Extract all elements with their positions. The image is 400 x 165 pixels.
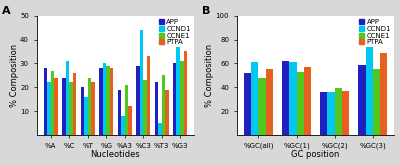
Bar — [128, 106, 132, 135]
Bar — [121, 116, 125, 135]
Bar — [258, 78, 266, 135]
Bar — [118, 90, 121, 135]
Y-axis label: % Composition: % Composition — [205, 44, 214, 107]
Bar — [154, 82, 158, 135]
Bar — [342, 91, 349, 135]
Bar — [328, 92, 335, 135]
Bar — [304, 67, 311, 135]
X-axis label: GC position: GC position — [292, 150, 340, 159]
Bar — [54, 78, 58, 135]
Bar — [162, 75, 165, 135]
Bar — [282, 61, 289, 135]
Bar — [358, 65, 366, 135]
Bar — [143, 80, 146, 135]
Bar — [110, 68, 113, 135]
Bar — [373, 69, 380, 135]
Bar — [81, 87, 84, 135]
Text: A: A — [2, 6, 10, 16]
Bar — [44, 68, 47, 135]
Bar — [88, 78, 91, 135]
Y-axis label: % Composition: % Composition — [10, 44, 18, 107]
Bar — [158, 123, 162, 135]
Bar — [73, 73, 76, 135]
Bar — [165, 90, 168, 135]
X-axis label: Nucleotides: Nucleotides — [90, 150, 140, 159]
Bar — [173, 63, 176, 135]
Bar — [296, 72, 304, 135]
Bar — [84, 97, 88, 135]
Bar — [251, 62, 258, 135]
Bar — [244, 73, 251, 135]
Bar — [266, 69, 273, 135]
Bar — [106, 66, 110, 135]
Bar — [140, 30, 143, 135]
Bar — [176, 30, 180, 135]
Bar — [320, 92, 328, 135]
Bar — [51, 71, 54, 135]
Bar — [335, 88, 342, 135]
Legend: APP, CCND1, CCNE1, PTPA: APP, CCND1, CCNE1, PTPA — [156, 17, 193, 47]
Bar — [146, 56, 150, 135]
Bar — [125, 85, 128, 135]
Bar — [184, 51, 187, 135]
Bar — [103, 63, 106, 135]
Bar — [62, 78, 66, 135]
Legend: APP, CCND1, CCNE1, PTPA: APP, CCND1, CCNE1, PTPA — [357, 17, 393, 47]
Bar — [66, 61, 69, 135]
Bar — [136, 66, 140, 135]
Bar — [91, 82, 95, 135]
Bar — [99, 68, 103, 135]
Bar — [47, 82, 51, 135]
Bar — [289, 62, 296, 135]
Bar — [380, 53, 387, 135]
Text: B: B — [202, 6, 210, 16]
Bar — [180, 61, 184, 135]
Bar — [366, 31, 373, 135]
Bar — [69, 82, 73, 135]
